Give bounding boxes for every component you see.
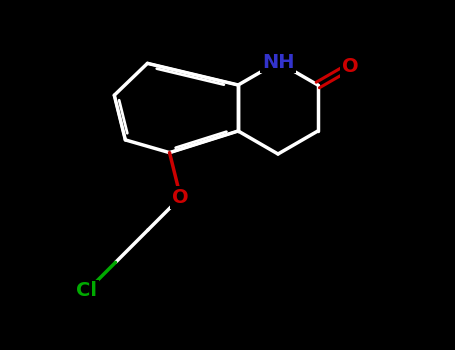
Text: O: O [342, 57, 359, 76]
Text: Cl: Cl [76, 281, 97, 301]
Text: O: O [172, 188, 189, 207]
Text: NH: NH [262, 52, 294, 71]
